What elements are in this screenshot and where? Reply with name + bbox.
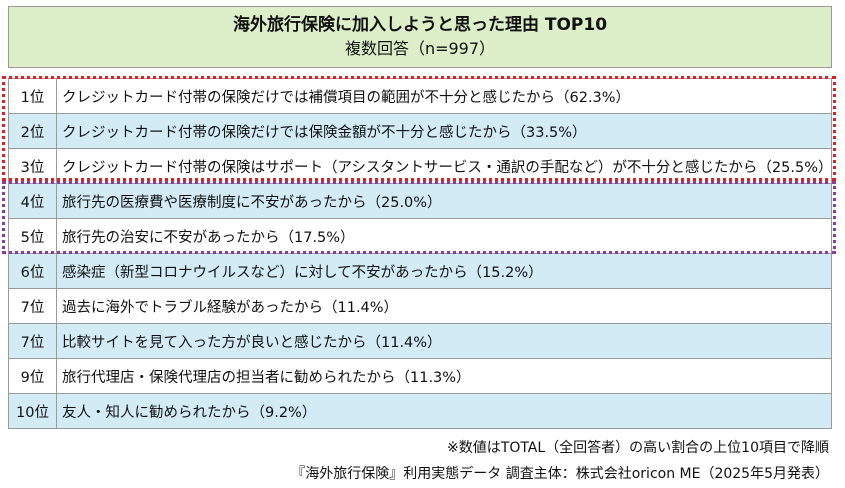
table-row: 3位 クレジットカード付帯の保険はサポート（アシスタントサービス・通訳の手配など… <box>8 148 832 184</box>
table-row: 9位 旅行代理店・保険代理店の担当者に勧められたから（11.3%） <box>8 358 832 394</box>
rank-cell: 5位 <box>8 218 57 254</box>
table-row: 10位 友人・知人に勧められたから（9.2%） <box>8 393 832 429</box>
table-row: 7位 比較サイトを見て入った方が良いと感じたから（11.4%） <box>8 323 832 359</box>
reason-cell: 旅行先の治安に不安があったから（17.5%） <box>56 218 832 254</box>
rank-cell: 4位 <box>8 183 57 219</box>
rank-cell: 9位 <box>8 358 57 394</box>
page-subtitle: 複数回答（n=997） <box>344 39 496 58</box>
rank-cell: 6位 <box>8 253 57 289</box>
rank-cell: 3位 <box>8 148 57 184</box>
ranking-table: 1位 クレジットカード付帯の保険だけでは補償項目の範囲が不十分と感じたから（62… <box>8 78 832 429</box>
table-row: 1位 クレジットカード付帯の保険だけでは補償項目の範囲が不十分と感じたから（62… <box>8 78 832 114</box>
page-title: 海外旅行保険に加入しようと思った理由 TOP10 <box>232 15 608 35</box>
reason-cell: クレジットカード付帯の保険だけでは保険金額が不十分と感じたから（33.5%） <box>56 113 832 149</box>
table-row: 7位 過去に海外でトラブル経験があったから（11.4%） <box>8 288 832 324</box>
footnote: ※数値はTOTAL（全回答者）の高い割合の上位10項目で降順 <box>447 440 829 456</box>
rank-cell: 1位 <box>8 78 57 114</box>
reason-cell: クレジットカード付帯の保険はサポート（アシスタントサービス・通訳の手配など）が不… <box>56 148 832 184</box>
table-row: 4位 旅行先の医療費や医療制度に不安があったから（25.0%） <box>8 183 832 219</box>
rank-cell: 7位 <box>8 288 57 324</box>
reason-cell: 過去に海外でトラブル経験があったから（11.4%） <box>56 288 832 324</box>
title-header: 海外旅行保険に加入しようと思った理由 TOP10 複数回答（n=997） <box>8 6 832 68</box>
source-credit: 『海外旅行保険』利用実態データ 調査主体：株式会社oricon ME（2025年… <box>291 466 829 482</box>
reason-cell: 感染症（新型コロナウイルスなど）に対して不安があったから（15.2%） <box>56 253 832 289</box>
table-row: 6位 感染症（新型コロナウイルスなど）に対して不安があったから（15.2%） <box>8 253 832 289</box>
reason-cell: 比較サイトを見て入った方が良いと感じたから（11.4%） <box>56 323 832 359</box>
reason-cell: 旅行代理店・保険代理店の担当者に勧められたから（11.3%） <box>56 358 832 394</box>
reason-cell: クレジットカード付帯の保険だけでは補償項目の範囲が不十分と感じたから（62.3%… <box>56 78 832 114</box>
table-row: 5位 旅行先の治安に不安があったから（17.5%） <box>8 218 832 254</box>
reason-cell: 友人・知人に勧められたから（9.2%） <box>56 393 832 429</box>
table-row: 2位 クレジットカード付帯の保険だけでは保険金額が不十分と感じたから（33.5%… <box>8 113 832 149</box>
rank-cell: 7位 <box>8 323 57 359</box>
reason-cell: 旅行先の医療費や医療制度に不安があったから（25.0%） <box>56 183 832 219</box>
rank-cell: 2位 <box>8 113 57 149</box>
rank-cell: 10位 <box>8 393 57 429</box>
